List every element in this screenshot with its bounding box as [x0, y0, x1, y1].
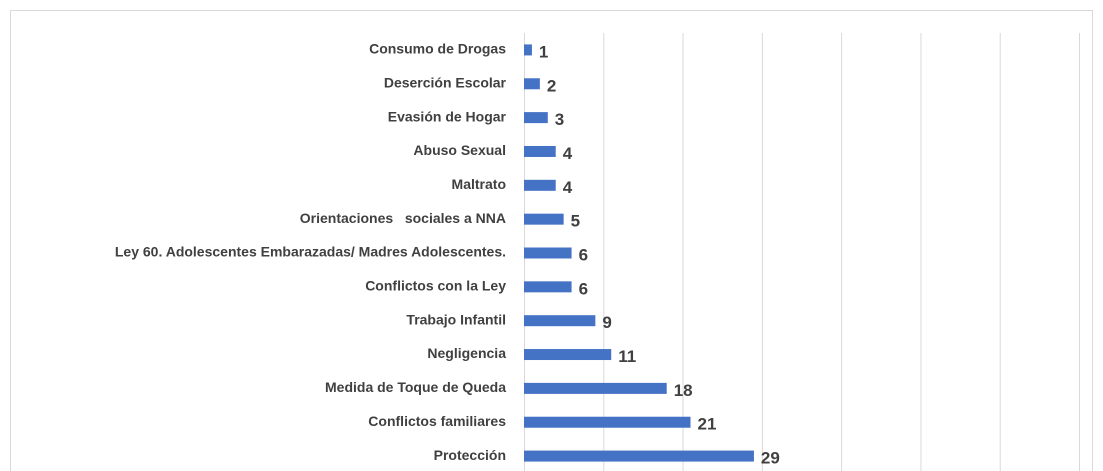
data-label: 6 [579, 279, 588, 298]
y-tick-label: Orientaciones sociales a NNA [300, 210, 506, 226]
bar [524, 44, 532, 56]
data-label: 29 [761, 449, 780, 468]
y-tick-label: Evasión de Hogar [388, 108, 507, 124]
data-label: 9 [602, 313, 611, 332]
y-tick-label: Negligencia [427, 345, 506, 361]
y-tick-label: Trabajo Infantil [406, 311, 506, 327]
data-label: 18 [674, 381, 693, 400]
data-label: 2 [547, 76, 556, 95]
y-tick-label: Conflictos familiares [368, 413, 506, 429]
data-label: 6 [579, 245, 588, 264]
bar [524, 349, 612, 361]
y-tick-label: Deserción Escolar [384, 74, 507, 90]
bar [524, 179, 556, 191]
data-label: 4 [563, 144, 573, 163]
bar [524, 450, 754, 462]
bar [524, 213, 564, 225]
data-label: 5 [571, 212, 580, 231]
data-label: 3 [555, 110, 564, 129]
y-tick-label: Conflictos con la Ley [365, 278, 506, 294]
data-label: 11 [618, 347, 636, 366]
y-tick-label: Consumo de Drogas [369, 41, 506, 57]
chart-frame [10, 10, 1093, 471]
bar [524, 112, 548, 124]
y-tick-label: Maltrato [452, 176, 506, 192]
bar [524, 382, 667, 394]
bar [524, 315, 596, 327]
bar [524, 247, 572, 259]
data-label: 4 [563, 178, 573, 197]
y-tick-label: Ley 60. Adolescentes Embarazadas/ Madres… [115, 244, 506, 260]
bar [524, 281, 572, 293]
bar [524, 416, 691, 428]
y-tick-label: Medida de Toque de Queda [325, 379, 506, 395]
bar [524, 145, 556, 157]
data-label: 21 [698, 415, 717, 434]
y-tick-label: Protección [434, 447, 506, 463]
bar [524, 78, 540, 90]
data-label: 1 [539, 42, 548, 61]
y-tick-label: Abuso Sexual [413, 142, 506, 158]
